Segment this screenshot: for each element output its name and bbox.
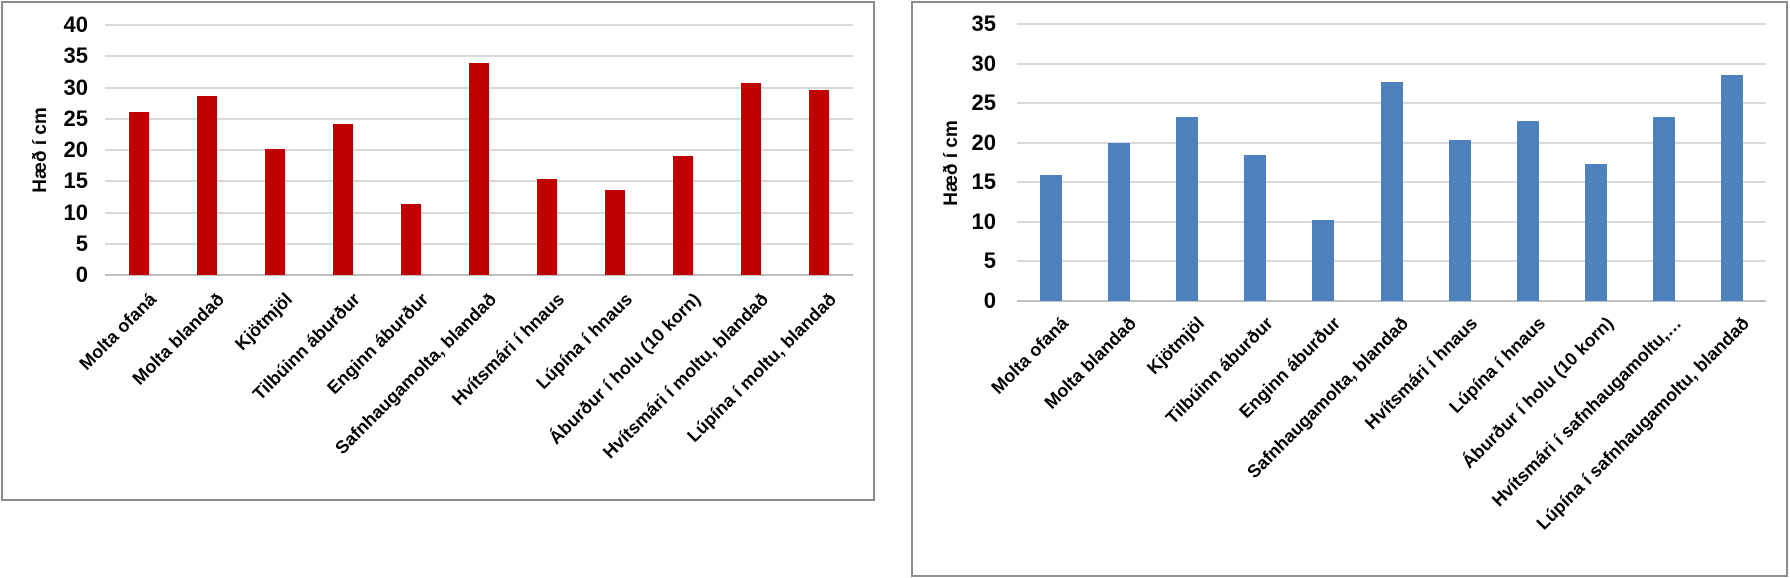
x-axis-line [1017,300,1766,302]
y-tick-label: 30 [971,50,996,76]
y-tick-label: 10 [971,208,996,234]
bar-5[interactable] [1312,220,1335,301]
y-tick-label: 0 [983,288,996,313]
chart-panel-blue-bars[interactable]: Hæð í cm 0 5 10 15 20 25 30 35 Molta ofaná Molta … [911,1,1788,577]
bar-6[interactable] [1380,81,1403,301]
y-tick-label: 15 [971,169,996,195]
y-tick-label: 40 [63,12,88,37]
x-category-label: Hvítsmári í hnaus [447,289,569,410]
y-tick-label: 30 [63,74,88,100]
y-tick-label: 20 [63,137,88,162]
x-category-label: Kjötmjöl [1143,313,1209,379]
chart-panel-red-bars[interactable]: Hæð í cm 0 5 10 15 20 25 30 35 40 Molta ofaná Molt… [1,1,875,501]
bar-2[interactable] [1108,142,1131,301]
bar-11[interactable] [1720,74,1743,301]
y-tick-label: 0 [75,262,88,287]
gridline [105,24,853,26]
gridline [1017,62,1766,65]
bar-10[interactable] [741,83,761,275]
y-tick-label: 5 [75,230,88,256]
y-tick-label: 25 [971,90,996,116]
bar-9[interactable] [1584,164,1607,301]
bar-1[interactable] [129,111,149,275]
bar-4[interactable] [333,124,353,275]
bar-9[interactable] [673,156,693,275]
bar-8[interactable] [1516,121,1539,301]
bar-4[interactable] [1244,154,1267,301]
bar-10[interactable] [1652,117,1675,301]
bar-7[interactable] [1448,139,1471,301]
bar-7[interactable] [537,179,557,275]
x-axis-line [105,274,853,276]
x-category-label: Kjötmjöl [231,289,297,355]
bar-2[interactable] [197,96,217,275]
bar-5[interactable] [401,203,421,275]
y-tick-label: 20 [971,129,996,155]
gridline [105,55,853,58]
y-tick-label: 35 [63,43,88,69]
y-tick-label: 15 [63,168,88,194]
y-tick-label: 35 [971,11,996,36]
y-tick-label: 25 [63,105,88,131]
bar-6[interactable] [469,62,489,275]
y-tick-label: 10 [63,199,88,225]
bar-1[interactable] [1040,175,1063,301]
gridline [1017,23,1766,25]
y-tick-label: 5 [983,248,996,274]
bar-8[interactable] [605,190,625,275]
bar-3[interactable] [1176,117,1199,301]
bar-3[interactable] [265,149,285,275]
bar-11[interactable] [809,90,829,275]
